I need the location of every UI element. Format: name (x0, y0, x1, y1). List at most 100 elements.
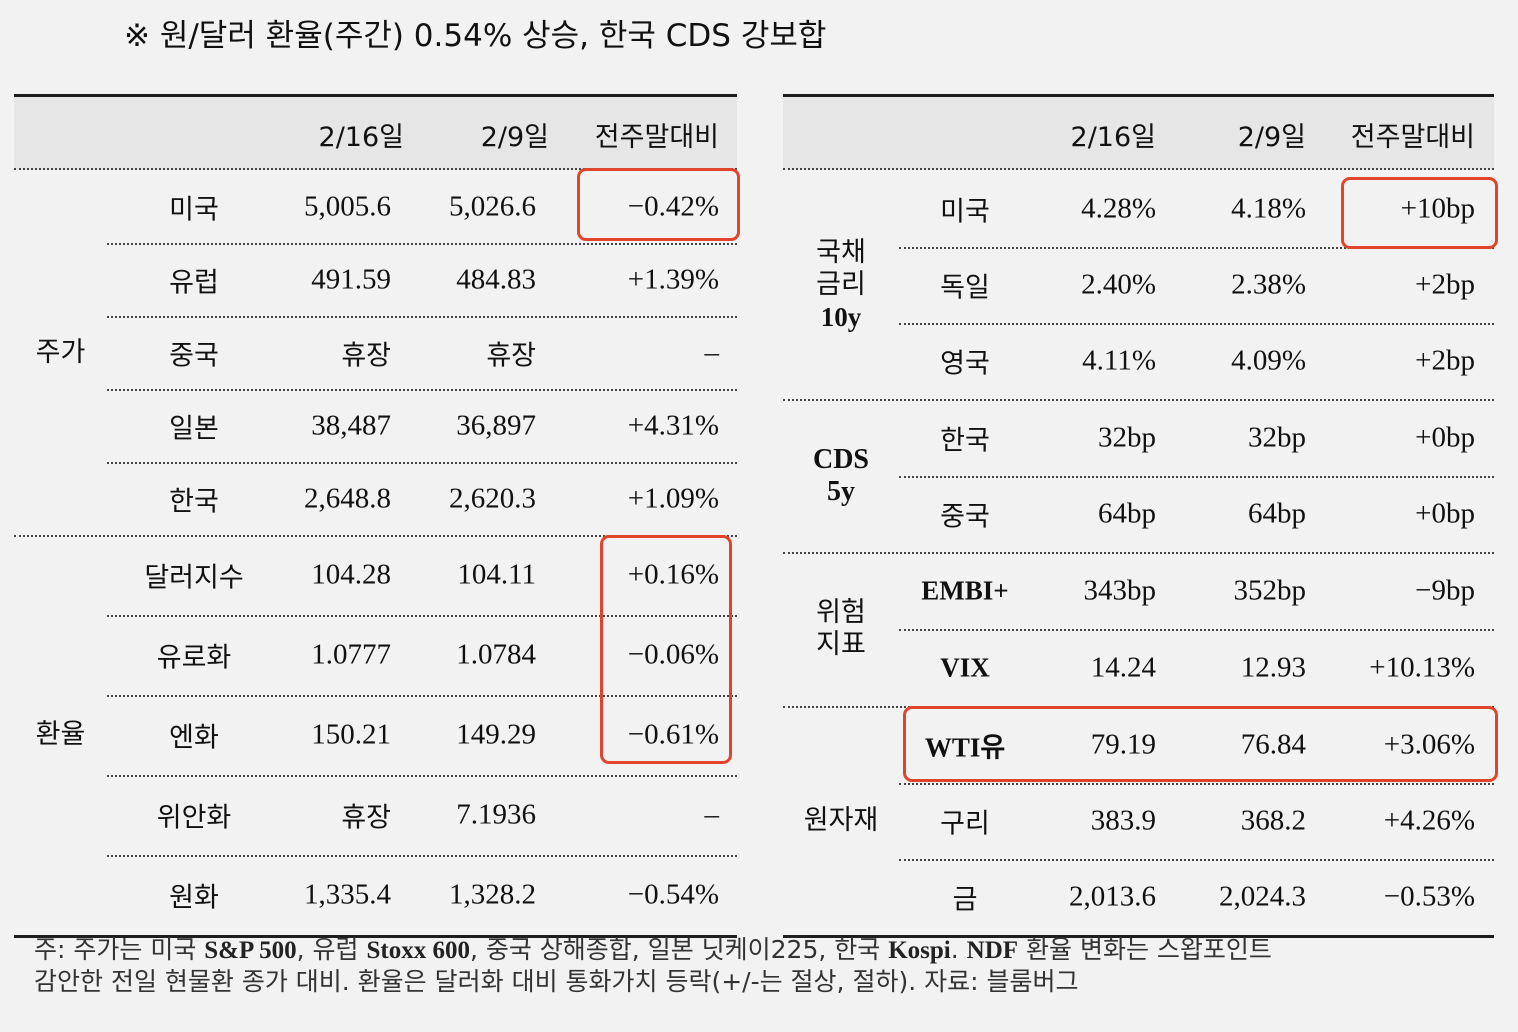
highlight-wti (903, 706, 1498, 782)
value-v2: 2,024.3 (1219, 880, 1306, 913)
value-chg: +1.09% (627, 482, 719, 514)
value-v1: 2,013.6 (1069, 880, 1156, 913)
value-v1: 32bp (1098, 421, 1156, 453)
page-title: ※ 원/달러 환율(주간) 0.54% 상승, 한국 CDS 강보합 (124, 18, 827, 54)
value-v1: 383.9 (1090, 804, 1156, 837)
group-label: 환율 (35, 719, 86, 750)
table-row: 독일 2.40% 2.38% +2bp (899, 247, 1494, 325)
table-row: 엔화 150.21 149.29 −0.61% (107, 695, 737, 777)
value-chg: −0.54% (627, 878, 719, 911)
value-v1: 1.0777 (311, 638, 391, 671)
group-label-line: 10y (820, 301, 862, 332)
row-label: EMBI+ (921, 575, 1009, 605)
value-chg: +4.31% (627, 409, 719, 441)
value-v1: 1,335.4 (304, 878, 391, 911)
value-v2: 352bp (1233, 574, 1307, 606)
row-label: 중국 (940, 501, 990, 533)
value-chg: −0.06% (627, 638, 719, 671)
table-row: 유럽 491.59 484.83 +1.39% (107, 243, 737, 318)
table-row: VIX 14.24 12.93 +10.13% (783, 629, 1494, 708)
table-row: 유로화 1.0777 1.0784 −0.06% (107, 615, 737, 697)
footnote-line2: 감안한 전일 현물환 종가 대비. 환율은 달러화 대비 통화가치 등락(+/-… (34, 967, 1079, 996)
row-label: 엔화 (169, 722, 219, 754)
value-v2: 12.93 (1240, 651, 1306, 683)
group-label: CDS 5y (812, 443, 869, 507)
table-row: EMBI+ 343bp 352bp −9bp (899, 552, 1494, 631)
row-label: 일본 (169, 413, 219, 444)
footnote-text: Kospi (888, 937, 951, 964)
group-label: 국채 금리 10y (783, 237, 899, 333)
table-row: 위안화 휴장 7.1936 – (107, 775, 737, 857)
row-label: 미국 (169, 194, 219, 225)
right-table-header: 2/16일 2/9일 전주말대비 (783, 94, 1494, 170)
value-chg: +10.13% (1369, 651, 1475, 683)
row-label: VIX (940, 652, 990, 682)
value-chg: −0.53% (1383, 880, 1475, 913)
value-v1: 150.21 (311, 718, 391, 751)
footnote-text: 주: 주가는 미국 (34, 935, 205, 964)
value-chg: +3.06% (1383, 728, 1475, 760)
value-v2: 104.11 (457, 558, 536, 591)
table-row: 구리 383.9 368.2 +4.26% (899, 783, 1494, 861)
footnote-text: , 중국 상해종합, 일본 닛케이225, 한국 (469, 935, 889, 964)
value-v2: 484.83 (456, 263, 536, 295)
row-label: 달러지수 (144, 562, 244, 594)
value-v2: 368.2 (1240, 804, 1306, 837)
value-chg: +4.26% (1383, 804, 1475, 837)
value-v2: 32bp (1248, 421, 1306, 453)
value-v2: 휴장 (486, 340, 536, 371)
value-v1: 491.59 (311, 263, 391, 295)
value-chg: −0.61% (627, 718, 719, 751)
footnote-text: S&P 500 (204, 937, 297, 964)
row-label: 미국 (940, 196, 990, 227)
footnote-text: NDF (966, 937, 1019, 964)
value-chg: −9bp (1415, 574, 1475, 606)
table-bottom-border (14, 935, 737, 938)
right-table: 2/16일 2/9일 전주말대비 미국 4.28% 4.18% +10bp 독일 2.40… (783, 94, 1494, 938)
value-chg: +2bp (1415, 268, 1475, 301)
table-row: 금 2,013.6 2,024.3 −0.53% (783, 859, 1494, 935)
group-label-line: 금리 (816, 268, 866, 300)
value-chg: +0bp (1415, 497, 1475, 530)
value-v1: 343bp (1083, 574, 1157, 606)
value-chg: +10bp (1400, 192, 1475, 224)
value-v2: 2,620.3 (449, 482, 536, 514)
table-bottom-border (783, 935, 1494, 938)
row-label: 유럽 (169, 267, 219, 298)
value-v2: 149.29 (456, 718, 536, 751)
highlight-us-stock (577, 168, 740, 241)
table-row: 영국 4.11% 4.09% +2bp (783, 323, 1494, 401)
value-v2: 7.1936 (456, 798, 536, 831)
row-label: 금 (952, 884, 978, 916)
value-v2: 64bp (1248, 497, 1306, 530)
table-row: 원화 1,335.4 1,328.2 −0.54% (14, 855, 737, 935)
row-label: 독일 (940, 272, 990, 304)
row-label: 한국 (169, 486, 219, 517)
value-v1: 휴장 (341, 340, 391, 371)
row-label: 원화 (169, 882, 219, 914)
group-label: 원자재 (803, 804, 879, 836)
table-row: 미국 4.28% 4.18% +10bp (899, 170, 1494, 249)
footnote-text: Stoxx 600 (366, 937, 470, 964)
value-v1: 14.24 (1090, 651, 1156, 683)
row-label: 중국 (169, 340, 219, 371)
table-row: 중국 64bp 64bp +0bp (783, 476, 1494, 554)
value-chg: +1.39% (627, 263, 719, 295)
value-v2: 2.38% (1231, 268, 1306, 301)
value-v2: 4.18% (1231, 192, 1306, 224)
value-chg: +2bp (1415, 344, 1475, 377)
row-label: 영국 (940, 348, 990, 380)
group-label-line: 국채 (816, 236, 866, 268)
table-row: 미국 5,005.6 5,026.6 −0.42% (107, 170, 737, 245)
row-label: 위안화 (156, 802, 232, 834)
value-v2: 1.0784 (456, 638, 536, 671)
value-v2: 76.84 (1240, 728, 1306, 760)
row-label: 한국 (940, 425, 990, 456)
header-date1: 2/16일 (1070, 122, 1156, 153)
footnote-text: 환율 변화는 스왑포인트 (1018, 935, 1272, 964)
row-label: 구리 (940, 808, 990, 840)
value-chg: – (704, 798, 720, 831)
value-v2: 5,026.6 (449, 190, 536, 222)
header-date2: 2/9일 (480, 122, 549, 153)
right-table-body: 미국 4.28% 4.18% +10bp 독일 2.40% 2.38% +2bp 영국 4.11%… (783, 170, 1494, 938)
